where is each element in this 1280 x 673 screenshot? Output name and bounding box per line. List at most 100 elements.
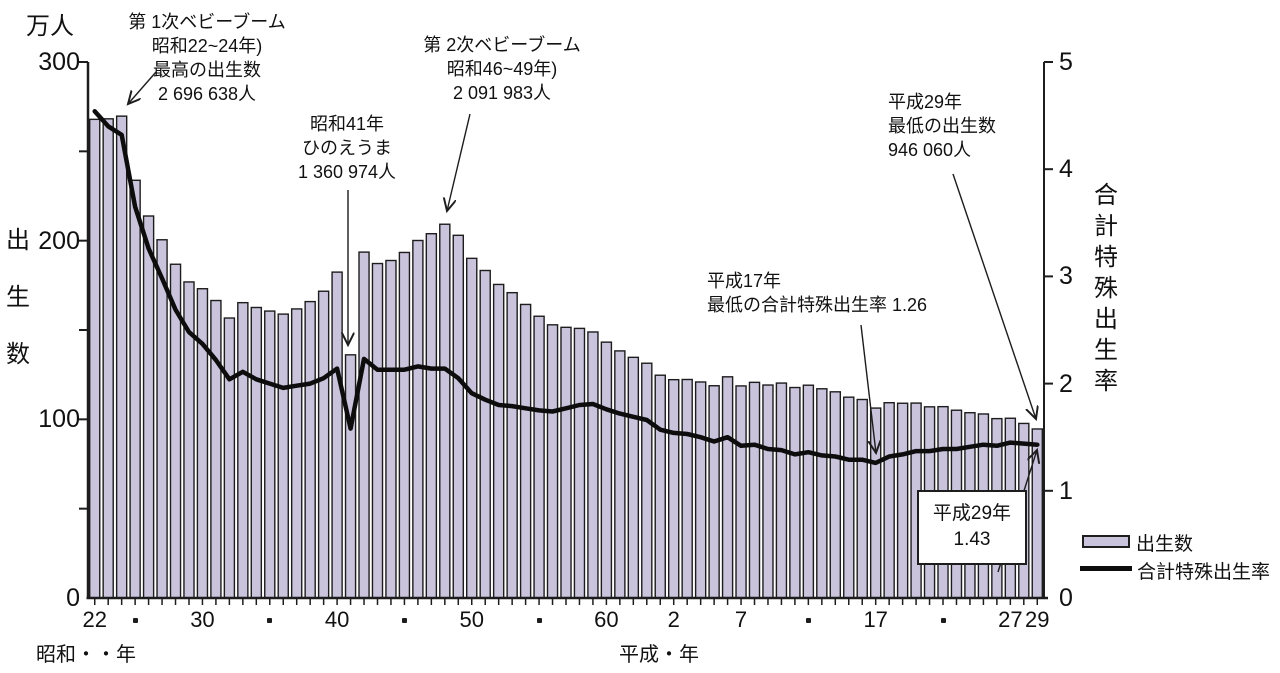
birth-bar [708, 385, 720, 599]
annotation-lowest-tfr: 平成17年 最低の合計特殊出生率 1.26 [707, 269, 927, 317]
right-axis-tick-label: 1 [1059, 476, 1073, 505]
birth-bar [802, 384, 815, 599]
birth-bar [223, 317, 236, 599]
annotation-arrow [860, 324, 876, 453]
annotation-line: 最低の出生数 [888, 116, 996, 136]
tfr-line [92, 109, 1040, 466]
birth-bar [452, 234, 465, 599]
birth-bar [641, 362, 653, 599]
birth-bar [506, 291, 518, 599]
annotation-arrow [447, 113, 471, 211]
annotation-line: 平成17年 [707, 271, 782, 291]
left-axis-tick-label: 300 [38, 48, 80, 76]
birth-bar [398, 251, 411, 599]
right-axis-title: 合 計 特 殊 出 生 率 [1094, 182, 1118, 395]
birth-bar [735, 385, 747, 599]
annotation-line: 最低の合計特殊出生率 1.26 [707, 295, 928, 315]
birth-bar [627, 356, 640, 599]
legend-line-swatch [1080, 566, 1132, 571]
birth-bar [816, 388, 828, 599]
birth-bar [614, 350, 626, 599]
birth-bar [412, 239, 424, 599]
legend-bars-label: 出生数 [1136, 534, 1194, 555]
birth-bar [519, 303, 532, 599]
left-axis-title: 出 生 数 [6, 227, 30, 368]
x-axis-tick-label: 27 [998, 607, 1023, 632]
birth-bar [694, 381, 707, 599]
x-axis-tick-label: 30 [190, 607, 215, 632]
annotation-line: 第 1次ベビーブーム [128, 12, 286, 32]
right-axis-tick-label: 3 [1059, 262, 1073, 291]
birth-bar [573, 327, 586, 599]
birth-bar [277, 313, 289, 599]
legend-bar-swatch [1082, 535, 1130, 548]
birth-bar [896, 402, 909, 599]
annotation-second-baby-boom: 第 2次ベビーブーム 昭和46~49年) 2 091 983人 [407, 33, 597, 105]
annotation-arrow [128, 71, 157, 104]
x-axis-dot-marker [132, 618, 138, 623]
birth-bar [1031, 428, 1043, 599]
x-axis-tick-label: 40 [324, 607, 350, 632]
left-axis-unit: 万人 [26, 13, 74, 40]
birth-bar [210, 299, 222, 599]
annotation-line: 1 360 974人 [297, 162, 397, 182]
birth-bar [250, 306, 263, 599]
birth-bar [587, 331, 599, 599]
birth-bar [856, 398, 868, 599]
annotation-line: 946 060人 [888, 140, 972, 160]
birth-bar [843, 396, 855, 599]
x-axis-dot-marker [940, 618, 946, 623]
right-axis-tick-label: 2 [1059, 369, 1073, 398]
birth-bar [533, 315, 545, 599]
x-axis-dot-marker [267, 618, 273, 623]
x-axis-tick-label: 29 [1025, 607, 1050, 632]
birth-bar [290, 308, 303, 599]
x-axis-caption-showa: 昭和・・年 [36, 644, 136, 666]
birth-bar [748, 381, 761, 599]
x-axis-tick-label: 22 [82, 607, 107, 632]
birth-bar [492, 283, 505, 599]
birth-bar [869, 407, 882, 599]
birth-bar [264, 310, 276, 599]
birth-bar [721, 376, 734, 599]
x-axis-dot-marker [401, 618, 407, 623]
birth-bar [102, 118, 114, 599]
annotation-line: 第 2次ベビーブーム [423, 35, 581, 55]
annotation-hinoeuma: 昭和41年 ひのえうま 1 360 974人 [272, 112, 422, 184]
right-axis-tick-label: 0 [1059, 584, 1073, 612]
left-axis-tick-label: 100 [38, 405, 80, 434]
annotation-h29-tfr-box: 平成29年 1.43 [917, 490, 1027, 565]
birth-bar [439, 223, 451, 599]
birth-bar [304, 300, 316, 599]
annotation-line: 1.43 [953, 529, 991, 550]
birth-bar [115, 115, 128, 599]
annotation-lowest-births: 平成29年 最低の出生数 946 060人 [888, 90, 996, 162]
annotation-line: 平成29年 [932, 503, 1012, 524]
annotation-line: 昭和41年 [309, 114, 385, 134]
annotation-line: 昭和22~24年) [151, 36, 263, 56]
birth-bar [762, 384, 774, 599]
birth-bar [344, 354, 357, 599]
birth-bar [317, 290, 330, 599]
x-axis-dot-marker [805, 618, 811, 623]
x-axis-dot-marker [536, 618, 542, 623]
x-axis-tick-label: 2 [667, 607, 680, 632]
annotation-line: 昭和46~49年) [446, 59, 558, 79]
annotation-arrow [952, 173, 1036, 419]
annotation-line: 2 091 983人 [452, 83, 552, 103]
birth-bar [425, 232, 438, 599]
annotation-first-baby-boom: 第 1次ベビーブーム 昭和22~24年) 最高の出生数 2 696 638人 [102, 10, 312, 106]
birth-bar [829, 391, 842, 599]
birth-bar [789, 386, 801, 599]
birth-bar [667, 378, 680, 599]
birth-bar [600, 341, 613, 599]
left-axis-tick-label: 200 [38, 226, 80, 255]
birth-bar [237, 301, 249, 599]
birth-bar [466, 257, 478, 599]
annotation-line: ひのえうま [302, 138, 392, 158]
x-axis-tick-label: 17 [863, 607, 888, 632]
birth-bar [479, 269, 491, 599]
birth-bar [156, 239, 168, 599]
birth-bar [681, 378, 693, 599]
